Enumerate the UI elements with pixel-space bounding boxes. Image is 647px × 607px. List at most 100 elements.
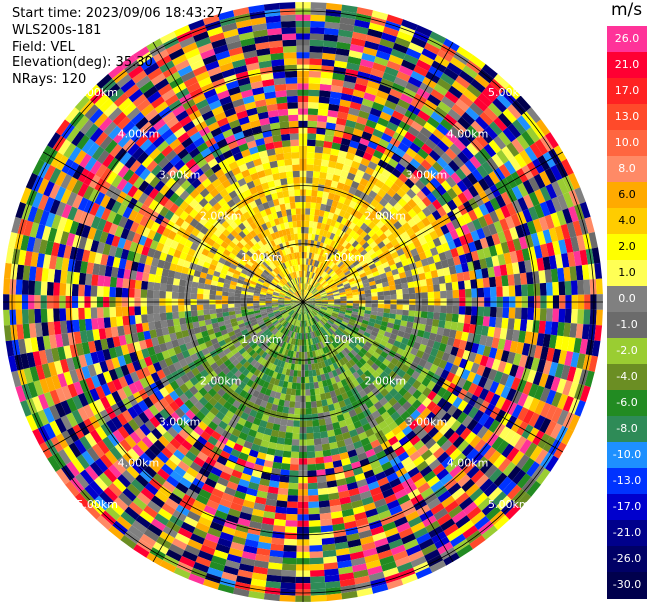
velocity-gate [331,313,338,319]
velocity-gate [407,218,417,228]
velocity-gate [319,248,325,256]
velocity-gate [172,284,180,293]
velocity-gate [455,168,467,181]
velocity-gate [308,513,321,521]
velocity-gate [307,306,313,311]
velocity-gate [294,332,298,339]
velocity-gate [317,412,325,420]
velocity-gate [195,410,206,421]
velocity-gate [374,237,383,245]
velocity-gate [539,402,552,418]
velocity-gate [400,231,410,240]
velocity-gate [390,411,401,422]
velocity-gate [91,274,99,286]
velocity-gate [307,139,316,147]
velocity-gate [315,299,322,302]
velocity-gate [378,138,390,149]
velocity-gate [329,498,341,507]
velocity-gate [348,429,359,438]
velocity-gate [294,363,299,371]
velocity-gate [319,270,325,277]
velocity-gate [389,505,403,516]
velocity-gate [343,469,355,479]
velocity-gate [318,209,325,217]
velocity-gate [294,401,301,409]
velocity-gate [367,212,377,222]
velocity-gate [317,312,324,318]
velocity-gate [115,306,123,317]
velocity-gate [343,397,352,406]
velocity-gate [310,196,317,203]
velocity-gate [451,103,466,117]
velocity-gate [227,508,241,518]
velocity-gate [372,351,381,360]
velocity-gate [383,304,391,309]
velocity-gate [393,340,402,348]
velocity-gate [349,331,357,338]
velocity-gate [370,16,387,27]
velocity-gate [344,314,351,319]
velocity-gate [387,158,399,169]
velocity-gate [355,446,366,456]
velocity-gate [370,68,385,79]
velocity-gate [200,510,215,522]
velocity-gate [299,314,302,321]
velocity-gate [65,283,73,296]
velocity-gate [221,303,229,309]
velocity-gate [134,306,142,316]
velocity-gate [379,257,388,265]
velocity-gate [448,431,460,444]
velocity-gate [84,284,92,297]
velocity-gate [383,127,396,138]
velocity-gate [294,407,301,415]
velocity-gate [519,272,528,285]
velocity-gate [299,339,303,346]
velocity-gate [78,284,85,297]
velocity-gate [408,550,425,562]
velocity-gate [313,323,318,331]
velocity-gate [562,412,575,429]
velocity-gate [353,420,363,430]
velocity-gate [308,252,313,259]
velocity-gate [345,475,357,485]
velocity-gate [179,317,187,325]
velocity-gate [363,285,371,291]
velocity-gate [554,335,564,350]
velocity-gate [416,190,427,201]
velocity-gate [380,320,389,327]
velocity-gate [292,426,300,434]
velocity-gate [373,498,387,509]
velocity-gate [281,327,287,334]
velocity-gate [360,275,368,282]
velocity-gate [243,440,253,450]
velocity-gate [365,448,376,458]
velocity-gate [341,240,349,248]
velocity-gate [315,368,321,376]
velocity-gate [380,215,390,225]
velocity-gate [320,165,329,173]
velocity-gate [431,199,443,210]
velocity-gate [191,281,199,289]
velocity-gate [314,450,324,458]
velocity-gate [198,516,213,528]
velocity-gate [326,166,336,175]
velocity-gate [367,433,378,444]
velocity-gate [407,466,420,478]
velocity-gate [359,177,369,187]
velocity-gate [481,429,494,443]
velocity-gate [330,510,343,519]
velocity-gate [321,216,328,225]
velocity-gate [259,400,268,409]
velocity-gate [312,324,317,331]
velocity-gate [277,431,286,439]
velocity-gate [381,105,395,116]
velocity-gate [326,480,338,488]
velocity-gate [369,344,378,352]
velocity-gate [152,456,165,469]
velocity-gate [365,195,374,205]
velocity-gate [234,386,243,395]
velocity-gate [335,228,342,237]
velocity-gate [516,95,532,112]
velocity-gate [238,452,249,462]
velocity-gate [265,402,273,410]
